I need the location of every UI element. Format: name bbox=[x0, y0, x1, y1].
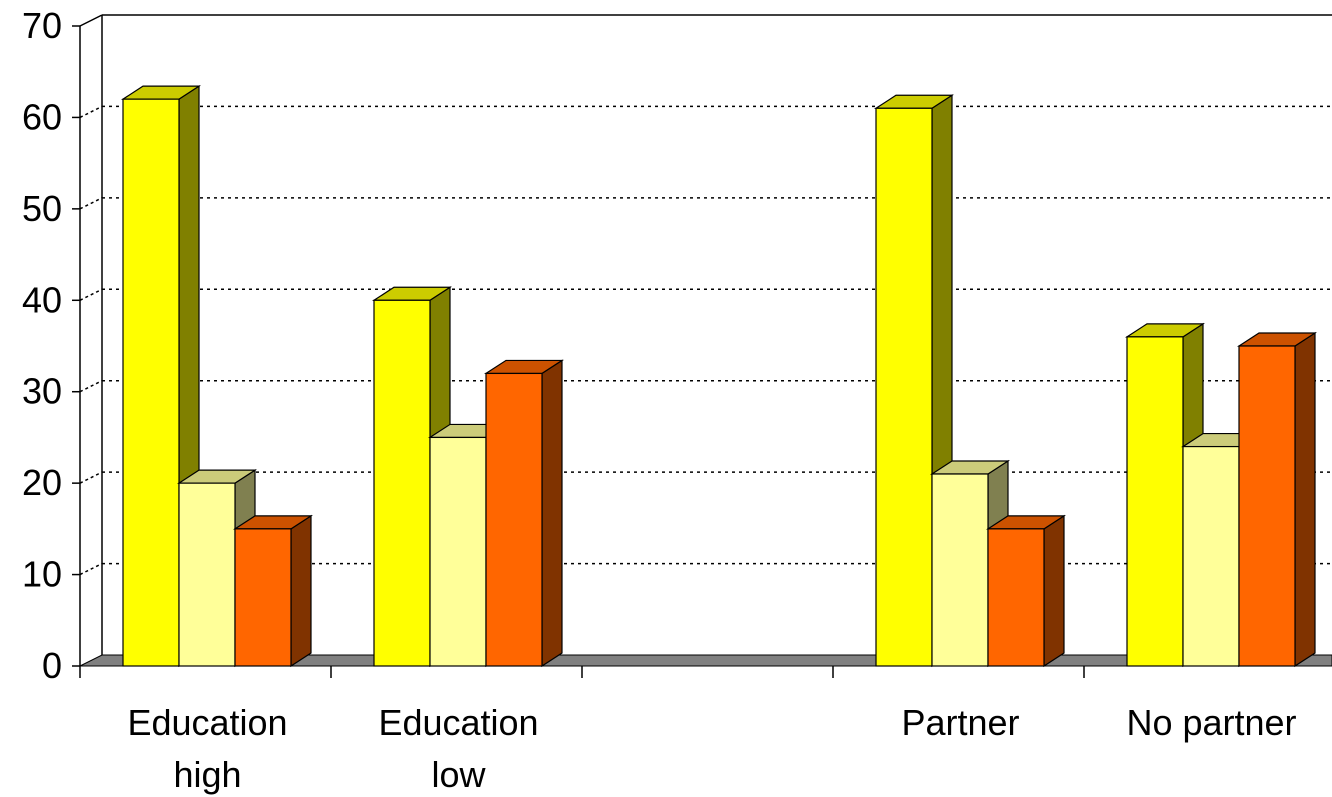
y-tick-label: 50 bbox=[22, 188, 62, 229]
x-category-label: Partner bbox=[901, 702, 1019, 743]
bar bbox=[485, 372, 543, 667]
x-category-label: No partner bbox=[1126, 702, 1296, 743]
bar-side bbox=[1043, 514, 1065, 668]
bar bbox=[373, 299, 431, 667]
bar bbox=[234, 528, 292, 667]
bar bbox=[1238, 345, 1296, 667]
bar-side bbox=[1294, 331, 1316, 668]
x-category-label: Education bbox=[127, 702, 287, 743]
bar-side bbox=[541, 359, 563, 668]
gridline-side bbox=[79, 471, 103, 484]
gridline-side bbox=[79, 380, 103, 393]
x-category-label: Education bbox=[378, 702, 538, 743]
bar bbox=[429, 436, 487, 667]
y-tick-label: 40 bbox=[22, 279, 62, 320]
bar bbox=[1126, 336, 1184, 667]
side-wall-top bbox=[79, 14, 103, 27]
gridline-side bbox=[79, 562, 103, 576]
bar bbox=[931, 473, 989, 667]
y-tick-label: 30 bbox=[22, 371, 62, 412]
y-tick-label: 10 bbox=[22, 554, 62, 595]
gridline-side bbox=[79, 105, 103, 119]
x-category-label: high bbox=[173, 754, 241, 795]
bar bbox=[1182, 445, 1240, 667]
y-tick-label: 60 bbox=[22, 96, 62, 137]
bar bbox=[178, 482, 236, 667]
bars bbox=[120, 85, 1318, 668]
bar-side bbox=[290, 514, 312, 668]
bar bbox=[987, 528, 1045, 667]
y-tick-label: 0 bbox=[42, 645, 62, 686]
y-tick-label: 20 bbox=[22, 462, 62, 503]
labels: 0 10 20 30 40 50 60 70 Education high Education low… bbox=[22, 5, 1297, 795]
bar bbox=[875, 107, 933, 667]
bar bbox=[122, 98, 180, 667]
y-tick-label: 70 bbox=[22, 5, 62, 46]
gridline-side bbox=[79, 288, 103, 301]
x-category-label: low bbox=[431, 754, 486, 795]
gridline-side bbox=[79, 197, 103, 210]
